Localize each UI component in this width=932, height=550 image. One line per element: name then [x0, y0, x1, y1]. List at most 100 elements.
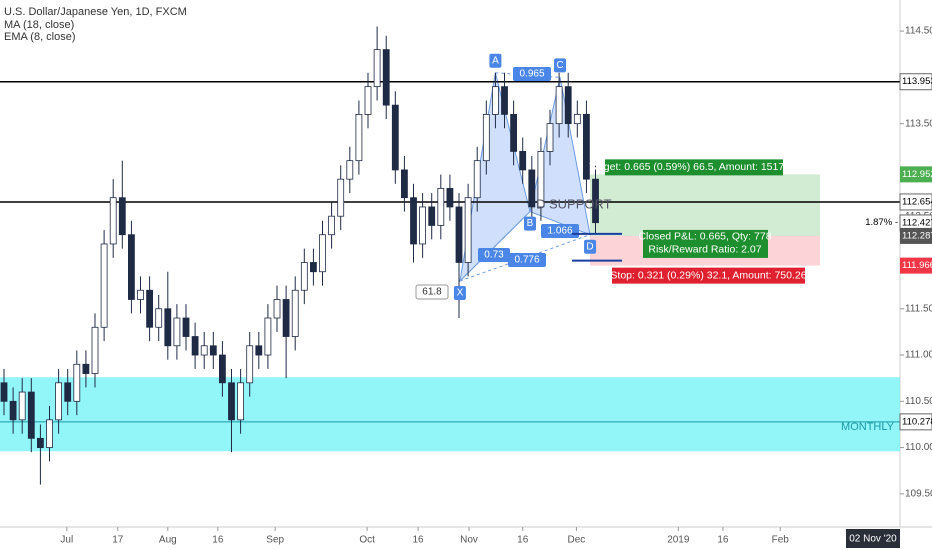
position-label-box	[605, 159, 783, 176]
candle-body	[555, 86, 563, 125]
candle-body	[583, 113, 590, 180]
candle-body	[73, 363, 81, 402]
ratio-box	[541, 224, 579, 238]
pattern-point-box	[489, 53, 502, 68]
candle-body	[55, 382, 63, 421]
pattern-point-label: D	[586, 241, 593, 252]
candle-body	[300, 262, 308, 291]
price-tag	[899, 413, 932, 431]
candle-body	[200, 345, 208, 356]
pattern-point-label: C	[556, 60, 563, 71]
target-zone	[590, 174, 820, 236]
ratio-box	[513, 67, 551, 81]
candle-body	[228, 382, 235, 421]
x-tick-label: Nov	[460, 535, 478, 546]
pattern-point-box	[554, 58, 567, 73]
ratio-label: 1.066	[547, 226, 572, 237]
date-box	[846, 529, 900, 548]
candle-body	[473, 160, 481, 199]
candle-body	[428, 206, 436, 226]
pattern-line	[459, 211, 531, 282]
position-label: Stop: 0.321 (0.29%) 32.1, Amount: 750.26	[610, 269, 806, 281]
candle-body	[373, 49, 381, 88]
x-tick-label: Aug	[159, 535, 177, 546]
candle-body	[27, 391, 35, 439]
ratio-label: 0.776	[514, 255, 539, 266]
price-tag	[900, 227, 932, 244]
candle-body	[382, 49, 390, 106]
candle-body	[464, 197, 472, 263]
candle-body	[109, 197, 117, 245]
candle-body	[37, 437, 44, 448]
candle-body	[191, 336, 199, 356]
candle-body	[219, 354, 226, 384]
candle-body	[9, 400, 17, 421]
candle-body	[282, 299, 290, 337]
candle-body	[573, 113, 581, 125]
price-tag	[900, 257, 932, 274]
y-tick-label: 111.500	[905, 303, 932, 314]
x-tick-label: 16	[212, 535, 224, 546]
x-tick-label: 16	[412, 535, 424, 546]
candle-body	[446, 188, 454, 208]
price-tag-label: 112.427	[902, 217, 932, 228]
candle-body	[82, 363, 90, 374]
indicator-label: MA (18, close)	[4, 19, 74, 31]
pattern-point-label: X	[457, 288, 464, 299]
candle-body	[319, 234, 326, 273]
candle-body	[255, 345, 263, 356]
candle-body	[237, 382, 245, 421]
pnl-label: Closed P&L: 0.665, Qty: 778	[638, 231, 771, 243]
candle-body	[310, 262, 317, 273]
candle-body	[155, 308, 163, 328]
candle-body	[546, 123, 554, 152]
candle-body	[346, 160, 354, 180]
candle-body	[337, 178, 345, 217]
monthly-zone	[0, 377, 900, 452]
candle-body	[146, 289, 154, 328]
x-tick-label: Dec	[568, 535, 586, 546]
x-tick-label: Sep	[266, 535, 284, 546]
ratio-box	[508, 253, 546, 267]
candle-body	[455, 206, 463, 263]
pattern-line	[459, 234, 591, 282]
pattern-bcd	[529, 77, 591, 236]
candle-body	[209, 345, 217, 356]
candle-body	[91, 326, 99, 374]
pattern-point-label: B	[527, 218, 534, 229]
x-tick-label: 17	[112, 535, 124, 546]
pattern-point-box	[523, 216, 536, 231]
candle-body	[164, 308, 172, 347]
x-tick-label: 16	[517, 535, 529, 546]
y-tick-label: 111.000	[905, 350, 932, 361]
y-tick-label: 109.500	[905, 489, 932, 500]
position-label: Target: 0.665 (0.59%) 66.5, Amount: 1517…	[589, 161, 799, 173]
ratio-label: 0.965	[519, 69, 544, 80]
indicator-label: EMA (8, close)	[4, 31, 76, 43]
candle-body	[492, 86, 499, 115]
candle-body	[510, 113, 518, 152]
candle-body	[592, 178, 599, 224]
x-tick-label: Feb	[772, 535, 790, 546]
candle-body	[182, 317, 190, 337]
price-tag	[899, 193, 932, 211]
support-label: D SUPPORT	[536, 196, 612, 211]
candle-body	[528, 169, 536, 208]
candle-body	[128, 234, 135, 300]
ratio-label: 61.8	[422, 287, 442, 298]
candle-body	[519, 151, 527, 171]
candle-body	[437, 188, 445, 226]
candle-body	[482, 113, 490, 162]
y-tick-label: 114.500	[905, 26, 932, 37]
candle-body	[355, 113, 363, 162]
candle-body	[419, 206, 427, 245]
y-tick-label: 110.000	[905, 442, 932, 453]
x-tick-label: Oct	[359, 535, 375, 546]
y-tick-label: 113.500	[905, 118, 932, 129]
candle-body	[64, 382, 72, 402]
pattern-point-box	[453, 285, 466, 300]
candle-body	[364, 86, 372, 115]
last-change: 1.87% -	[865, 217, 898, 228]
candle-body	[328, 215, 336, 236]
